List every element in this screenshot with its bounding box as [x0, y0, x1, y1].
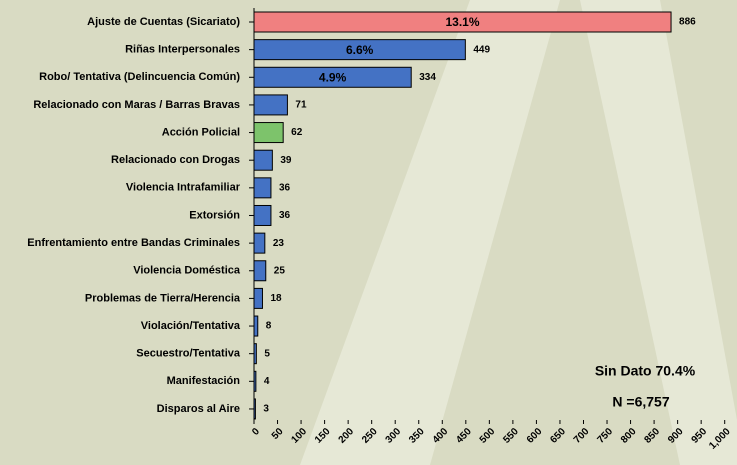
- value-label: 25: [274, 265, 286, 276]
- y-tick-label: Enfrentamiento entre Bandas Criminales: [27, 237, 240, 249]
- value-label: 4: [264, 376, 270, 387]
- value-label: 36: [279, 210, 291, 221]
- y-tick-label: Violación/Tentativa: [141, 320, 241, 332]
- background-shape: [300, 0, 560, 465]
- y-tick-label: Disparos al Aire: [157, 403, 240, 415]
- y-tick-label: Violencia Doméstica: [133, 265, 241, 277]
- value-label: 23: [273, 238, 285, 249]
- bar: [253, 370, 257, 392]
- bar: [253, 204, 272, 226]
- value-label: 18: [270, 293, 282, 304]
- bar: [253, 39, 466, 61]
- value-label: 8: [266, 321, 272, 332]
- y-tick-label: Acción Policial: [162, 126, 240, 138]
- y-tick-label: Violencia Intrafamiliar: [126, 182, 241, 194]
- bar: [253, 232, 266, 254]
- bar: [253, 122, 284, 144]
- value-label: 5: [264, 348, 270, 359]
- bar: [253, 315, 259, 337]
- value-label: 449: [473, 44, 490, 55]
- bar: [253, 66, 412, 88]
- y-tick-label: Problemas de Tierra/Herencia: [85, 292, 241, 304]
- percent-label: 13.1%: [446, 15, 480, 29]
- background-shape: [580, 0, 737, 465]
- bar: [253, 177, 272, 199]
- value-label: 39: [280, 155, 292, 166]
- y-tick-label: Relacionado con Maras / Barras Bravas: [33, 99, 240, 111]
- bar: [253, 260, 267, 282]
- bar: [253, 11, 672, 33]
- annotation: Sin Dato 70.4%: [595, 363, 696, 379]
- y-tick-label: Manifestación: [167, 375, 241, 387]
- value-label: 62: [291, 127, 303, 138]
- value-label: 886: [679, 17, 696, 28]
- bar: [253, 287, 263, 309]
- value-label: 3: [263, 404, 269, 415]
- value-label: 334: [419, 72, 436, 83]
- y-tick-label: Riñas Interpersonales: [125, 44, 240, 56]
- bar: [253, 94, 288, 116]
- bar: [253, 398, 256, 420]
- y-tick-label: Relacionado con Drogas: [111, 154, 240, 166]
- bar: [253, 343, 257, 365]
- annotation: N =6,757: [612, 394, 669, 410]
- value-label: 71: [295, 100, 307, 111]
- bar: [253, 149, 273, 171]
- y-tick-label: Secuestro/Tentativa: [136, 348, 241, 360]
- y-tick-label: Ajuste de Cuentas (Sicariato): [87, 16, 240, 28]
- y-tick-label: Extorsión: [189, 209, 240, 221]
- percent-label: 6.6%: [346, 43, 374, 57]
- percent-label: 4.9%: [319, 70, 347, 84]
- y-tick-label: Robo/ Tentativa (Delincuencia Común): [39, 71, 240, 83]
- value-label: 36: [279, 182, 291, 193]
